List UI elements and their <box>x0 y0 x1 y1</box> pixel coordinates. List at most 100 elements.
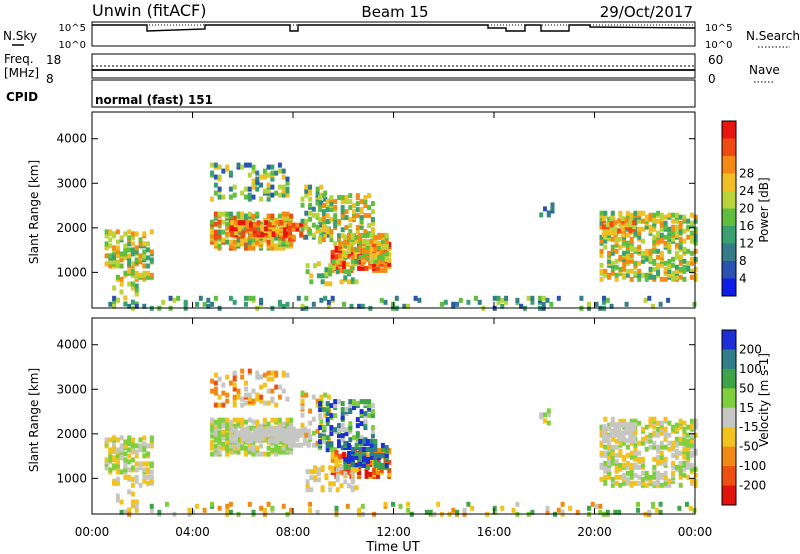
heatmap-cell <box>370 217 375 223</box>
heatmap-cell <box>146 461 150 467</box>
heatmap-cell <box>628 436 633 442</box>
heatmap-cell <box>363 229 368 235</box>
heatmap-cell <box>690 212 694 218</box>
heatmap-cell <box>350 259 355 265</box>
heatmap-cell <box>309 475 314 481</box>
heatmap-cell <box>311 416 316 422</box>
heatmap-cell <box>146 480 150 486</box>
heatmap-cell <box>315 398 320 404</box>
heatmap-cell <box>338 251 343 257</box>
heatmap-cell <box>690 256 694 262</box>
heatmap-cell <box>281 215 286 221</box>
heatmap-cell <box>123 251 128 257</box>
heatmap-cell <box>352 209 356 215</box>
heatmap-cell <box>663 276 668 282</box>
heatmap-cell <box>115 476 120 482</box>
heatmap-cell <box>213 190 218 196</box>
heatmap-cell <box>279 436 284 442</box>
heatmap-cell <box>266 239 271 245</box>
heatmap-cell <box>309 469 314 475</box>
heatmap-cell <box>519 303 524 309</box>
heatmap-cell <box>244 194 248 200</box>
heatmap-cell <box>625 268 630 274</box>
heatmap-cell <box>644 470 649 476</box>
heatmap-cell <box>546 210 551 216</box>
heatmap-cell <box>270 505 275 511</box>
heatmap-cell <box>671 444 676 450</box>
heatmap-cell <box>545 505 550 511</box>
heatmap-cell <box>663 426 668 432</box>
heatmap-cell <box>364 265 369 271</box>
heatmap-cell <box>149 272 154 278</box>
heatmap-cell <box>406 501 411 507</box>
heatmap-cell <box>614 236 619 242</box>
heatmap-cell <box>270 447 275 453</box>
heatmap-cell <box>289 417 294 423</box>
heatmap-cell <box>659 444 664 450</box>
heatmap-cell <box>358 241 363 246</box>
heatmap-cell <box>138 482 143 488</box>
heatmap-cell <box>693 226 698 232</box>
heatmap-cell <box>325 213 330 219</box>
heatmap-cell <box>347 459 351 464</box>
heatmap-cell <box>291 226 296 232</box>
heatmap-cell <box>119 235 124 241</box>
heatmap-cell <box>629 470 634 476</box>
heatmap-cell <box>329 207 334 213</box>
heatmap-cell <box>338 259 343 265</box>
heatmap-cell <box>255 235 260 241</box>
heatmap-cell <box>295 442 300 448</box>
heatmap-cell <box>232 370 237 376</box>
heatmap-cell <box>656 218 661 224</box>
heatmap-cell <box>134 443 139 449</box>
heatmap-cell <box>637 210 642 216</box>
heatmap-cell <box>283 222 287 228</box>
heatmap-cell <box>146 474 150 480</box>
heatmap-cell <box>161 299 166 305</box>
heatmap-cell <box>674 440 679 446</box>
heatmap-cell <box>369 259 374 264</box>
heatmap-cell <box>260 434 265 440</box>
heatmap-cell <box>127 453 132 459</box>
heatmap-cell <box>251 398 256 404</box>
heatmap-cell <box>629 474 634 480</box>
heatmap-cell <box>247 392 252 398</box>
heatmap-cell <box>319 184 324 190</box>
heatmap-cell <box>654 507 659 513</box>
heatmap-cell <box>335 467 340 473</box>
heatmap-cell <box>625 476 630 482</box>
colorbar-swatch <box>722 349 736 370</box>
heatmap-cell <box>686 224 691 230</box>
heatmap-cell <box>379 467 384 473</box>
colorbar-swatch <box>722 278 736 297</box>
heatmap-cell <box>149 229 154 235</box>
heatmap-cell <box>347 269 351 275</box>
colorbar-tick-label: 4 <box>739 272 747 286</box>
heatmap-cell <box>624 430 629 436</box>
heatmap-cell <box>303 426 308 432</box>
heatmap-cell <box>260 232 265 238</box>
heatmap-cell <box>617 436 622 442</box>
heatmap-cell <box>112 463 117 469</box>
colorbar-swatch <box>722 121 736 139</box>
heatmap-cell <box>693 266 698 272</box>
heatmap-cell <box>213 221 218 227</box>
heatmap-cell <box>365 447 370 452</box>
heatmap-cell <box>277 417 282 423</box>
heatmap-cell <box>244 301 248 307</box>
heatmap-cell <box>213 174 218 180</box>
heatmap-cell <box>311 232 316 238</box>
heatmap-cell <box>217 243 222 249</box>
heatmap-cell <box>328 267 333 273</box>
heatmap-cell <box>195 301 199 307</box>
heatmap-cell <box>104 241 109 247</box>
heatmap-cell <box>682 264 687 270</box>
heatmap-cell <box>340 415 345 421</box>
heatmap-cell <box>210 219 215 225</box>
heatmap-cell <box>149 478 154 484</box>
heatmap-cell <box>299 230 304 236</box>
noise-panel: N.Sky 10^5 10^0 N.Search 10^5 10^0 <box>3 21 800 51</box>
heatmap-cell <box>210 196 215 202</box>
colorbar-swatch <box>722 368 736 389</box>
colorbar-tick-label: -200 <box>739 479 766 493</box>
